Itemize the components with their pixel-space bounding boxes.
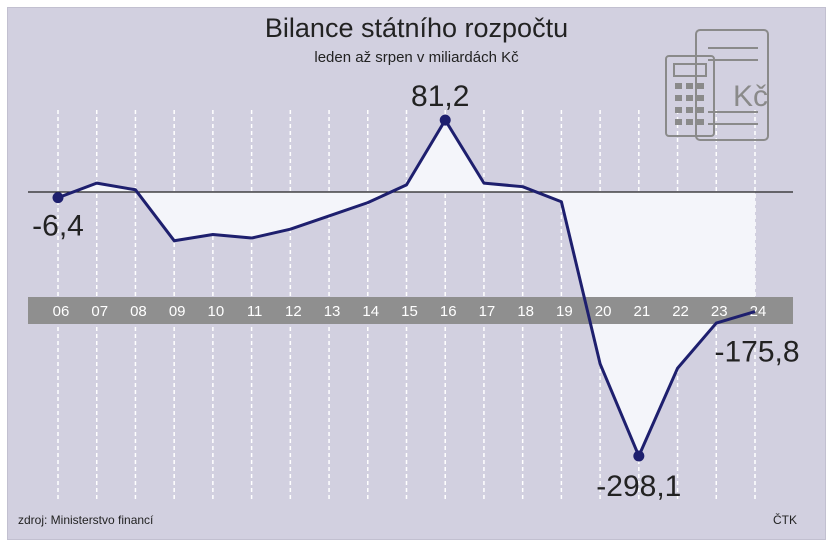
x-tick-label: 23 (711, 303, 728, 320)
x-tick-label: 12 (285, 303, 302, 320)
calculator-key (686, 95, 693, 101)
x-tick-label: 16 (440, 303, 457, 320)
area-fill (58, 120, 755, 456)
icon-kc-text: Kč (733, 80, 768, 113)
data-label: -175,8 (714, 336, 799, 369)
x-tick-label: 14 (362, 303, 379, 320)
x-tick-label: 10 (208, 303, 225, 320)
x-tick-label: 18 (517, 303, 534, 320)
year-band: 06 07 08 09 10 11 12 13 14 15 16 17 18 19 20 21 22 23 24 (28, 297, 793, 324)
x-tick-label: 09 (169, 303, 186, 320)
calculator-key (697, 119, 704, 125)
x-tick-label: 11 (247, 303, 263, 320)
x-tick-label: 06 (53, 303, 70, 320)
calculator-key (697, 107, 704, 113)
x-tick-label: 17 (479, 303, 496, 320)
calculator-key (686, 107, 693, 113)
x-tick-label: 21 (633, 303, 650, 320)
data-label: 81,2 (411, 80, 469, 113)
data-labels: -6,4 81,2 -298,1 -175,8 (32, 80, 799, 503)
data-point-marker (52, 192, 64, 204)
x-tick-label: 08 (130, 303, 147, 320)
x-tick-label: 15 (401, 303, 418, 320)
x-tick-label: 13 (324, 303, 341, 320)
chart-title: Bilance státního rozpočtu (264, 13, 569, 43)
year-band-background (28, 297, 793, 324)
source-note: zdroj: Ministerstvo financí (18, 513, 154, 527)
calculator-key (686, 83, 693, 89)
calculator-key (675, 95, 682, 101)
x-tick-label: 20 (595, 303, 612, 320)
agency-credit: ČTK (773, 513, 797, 527)
calculator-key (686, 119, 693, 125)
x-tick-label: 19 (556, 303, 573, 320)
calculator-document-kc-icon: Kč (665, 29, 769, 141)
data-point-marker (439, 114, 451, 126)
x-tick-label: 24 (750, 303, 767, 320)
point-markers (52, 114, 645, 462)
x-tick-label: 07 (91, 303, 108, 320)
x-tick-label: 22 (672, 303, 689, 320)
chart-subtitle: leden až srpen v miliardách Kč (314, 49, 519, 66)
calculator-key (675, 107, 682, 113)
calculator-key (697, 95, 704, 101)
data-label: -298,1 (596, 470, 681, 503)
data-point-marker (633, 450, 645, 462)
calculator-key (675, 83, 682, 89)
calculator-key (675, 119, 682, 125)
calculator-key (697, 83, 704, 89)
data-label: -6,4 (32, 210, 84, 243)
